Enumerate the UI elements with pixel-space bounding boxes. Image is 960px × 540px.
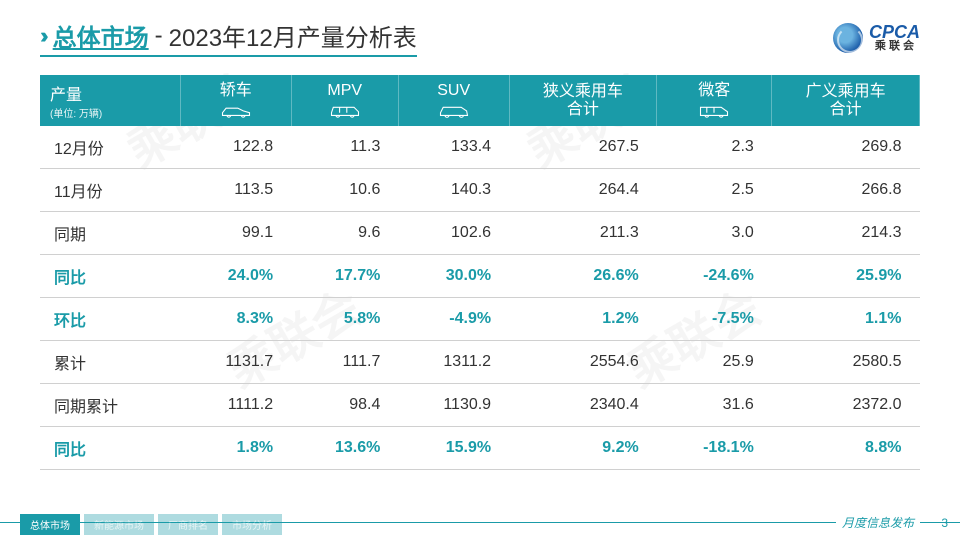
cell: 17.7% [291,255,398,298]
row-label: 同期 [40,212,180,255]
data-table-wrap: 产量(单位: 万辆)轿车MPVSUV狭义乘用车合计微客广义乘用车合计 12月份1… [0,65,960,470]
cell: -4.9% [398,298,509,341]
cell: -7.5% [657,298,772,341]
cell: 264.4 [509,169,657,212]
cell: 9.2% [509,427,657,470]
header: ›› 总体市场 - 2023年12月产量分析表 CPCA 乘 联 会 [0,0,960,65]
footer: 总体市场新能源市场厂商排名市场分析 月度信息发布 3 [0,514,960,540]
cell: 2.5 [657,169,772,212]
cell: 1.8% [180,427,291,470]
cell: 26.6% [509,255,657,298]
cell: 266.8 [772,169,920,212]
logo-swirl-icon [833,23,863,53]
footer-tabs: 总体市场新能源市场厂商排名市场分析 [20,514,282,535]
cell: 140.3 [398,169,509,212]
cell: 214.3 [772,212,920,255]
cell: 98.4 [291,384,398,427]
row-label: 同期累计 [40,384,180,427]
cell: 113.5 [180,169,291,212]
row-label: 累计 [40,341,180,384]
row-label: 同比 [40,255,180,298]
cell: 2580.5 [772,341,920,384]
row-label: 11月份 [40,169,180,212]
row-label: 环比 [40,298,180,341]
row-label: 12月份 [40,126,180,169]
chevron-icon: ›› [40,23,43,49]
cell: 2.3 [657,126,772,169]
cell: 24.0% [180,255,291,298]
cell: 3.0 [657,212,772,255]
cell: 30.0% [398,255,509,298]
col-label: 产量(单位: 万辆) [40,75,180,126]
table-row: 同比24.0%17.7%30.0%26.6%-24.6%25.9% [40,255,920,298]
title-sub: 2023年12月产量分析表 [169,18,417,53]
page-number: 3 [941,516,948,530]
cell: 8.3% [180,298,291,341]
cell: 1.2% [509,298,657,341]
cell: 10.6 [291,169,398,212]
cell: 5.8% [291,298,398,341]
cell: 133.4 [398,126,509,169]
cell: 9.6 [291,212,398,255]
cell: 31.6 [657,384,772,427]
cell: 1130.9 [398,384,509,427]
footer-tab[interactable]: 厂商排名 [158,514,218,535]
cell: 15.9% [398,427,509,470]
cell: 2340.4 [509,384,657,427]
col-5: 广义乘用车合计 [772,75,920,126]
footer-caption: 月度信息发布 [836,514,920,531]
row-label: 同比 [40,427,180,470]
cell: 2372.0 [772,384,920,427]
cell: 25.9 [657,341,772,384]
cell: 122.8 [180,126,291,169]
cell: 267.5 [509,126,657,169]
cell: -24.6% [657,255,772,298]
table-row: 12月份122.811.3133.4267.52.3269.8 [40,126,920,169]
col-4: 微客 [657,75,772,126]
cell: 211.3 [509,212,657,255]
cell: 2554.6 [509,341,657,384]
title-main: 总体市场 [53,18,149,53]
table-row: 累计1131.7111.71311.22554.625.92580.5 [40,341,920,384]
title-sep: - [155,22,163,50]
cell: 102.6 [398,212,509,255]
cell: -18.1% [657,427,772,470]
footer-tab[interactable]: 市场分析 [222,514,282,535]
cell: 8.8% [772,427,920,470]
page-title: ›› 总体市场 - 2023年12月产量分析表 [40,18,417,57]
table-row: 同期99.19.6102.6211.33.0214.3 [40,212,920,255]
logo-abbr: CPCA [869,23,920,41]
col-0: 轿车 [180,75,291,126]
footer-tab[interactable]: 新能源市场 [84,514,154,535]
cell: 11.3 [291,126,398,169]
cell: 269.8 [772,126,920,169]
table-row: 同期累计1111.298.41130.92340.431.62372.0 [40,384,920,427]
col-2: SUV [398,75,509,126]
table-row: 11月份113.510.6140.3264.42.5266.8 [40,169,920,212]
col-1: MPV [291,75,398,126]
cell: 111.7 [291,341,398,384]
table-row: 同比1.8%13.6%15.9%9.2%-18.1%8.8% [40,427,920,470]
footer-tab[interactable]: 总体市场 [20,514,80,535]
table-row: 环比8.3%5.8%-4.9%1.2%-7.5%1.1% [40,298,920,341]
cell: 25.9% [772,255,920,298]
logo: CPCA 乘 联 会 [833,23,920,53]
cell: 1131.7 [180,341,291,384]
cell: 1311.2 [398,341,509,384]
cell: 13.6% [291,427,398,470]
cell: 1.1% [772,298,920,341]
cell: 1111.2 [180,384,291,427]
logo-cn: 乘 联 会 [875,41,914,52]
data-table: 产量(单位: 万辆)轿车MPVSUV狭义乘用车合计微客广义乘用车合计 12月份1… [40,75,920,470]
cell: 99.1 [180,212,291,255]
col-3: 狭义乘用车合计 [509,75,657,126]
